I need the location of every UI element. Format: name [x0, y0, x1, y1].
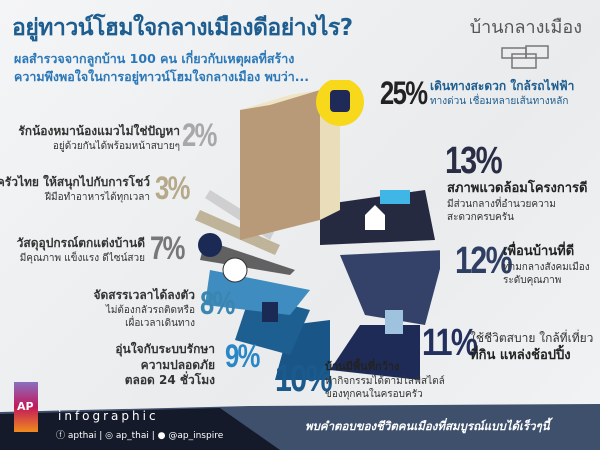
facebook-link[interactable]: apthai [67, 431, 97, 441]
item-7-desc: มีคุณภาพ แข็งแรง ดีไซน์สวย [19, 252, 145, 264]
pct-2: 2% [182, 117, 217, 153]
social-links: ⓕ apthai | ◎ ap_thai | ● @ap_inspire [56, 431, 224, 441]
pct-25: 25% [380, 75, 428, 111]
item-2-title: รักน้องหมาน้องแมวไม่ใช่ปัญหา [18, 124, 180, 138]
item-25-desc: ทางด่วน เชื่อมหลายเส้นทางหลัก [430, 95, 569, 107]
item-11-title: ใช้ชีวิตสบาย ใกล้ที่เที่ยว [470, 331, 594, 345]
wedge-11 [330, 325, 420, 380]
item-13-desc2: สะดวกครบครัน [447, 212, 514, 224]
item-10-desc1: ทำกิจกรรมได้ตามไลฟ์สไตล์ [325, 375, 445, 387]
item-9-desc2: ตลอด 24 ชั่วโมง [124, 373, 215, 388]
item-12-desc1: ท่ามกลางสังคมเมือง [503, 261, 590, 273]
item-9: อุ่นใจกับระบบรักษา ความปลอดภัย ตลอด 24 ชั่… [115, 342, 215, 389]
tagline: พบคำตอบของชีวิตคนเมืองที่สมบูรณ์แบบได้เร… [305, 419, 550, 433]
item-25-title: เดินทางสะดวก ใกล้รถไฟฟ้า [430, 79, 575, 93]
subtitle-line-2: ความพึงพอใจในการอยู่ทาวน์โฮมใจกลางเมือง … [14, 69, 310, 84]
item-13-title: สภาพแวดล้อมโครงการดี [447, 181, 588, 196]
item-13: สภาพแวดล้อมโครงการดีมีส่วนกลางที่อำนวยคว… [447, 180, 587, 225]
thumbs-up-badge-icon [198, 233, 222, 257]
page-title: อยู่ทาวน์โฮมใจกลางเมืองดีอย่างไร? [12, 15, 353, 41]
item-10-desc2: ของทุกคนในครอบครัว [325, 389, 423, 401]
clock-icon [222, 257, 248, 283]
item-8-desc2: เผื่อเวลาเดินทาง [125, 317, 195, 329]
twitter-link[interactable]: @ap_inspire [168, 431, 224, 441]
facebook-icon: ⓕ [56, 431, 66, 441]
item-3-desc: ฝีมือทำอาหารได้ทุกเวลา [45, 191, 150, 203]
item-10: บ้านมีพื้นที่กว้างทำกิจกรรมได้ตามไลฟ์สไต… [325, 360, 445, 402]
subtitle-line-1: ผลสำรวจจากลูกบ้าน 100 คน เกี่ยวกับเหตุผล… [14, 51, 295, 66]
infographic-label: infographic [58, 409, 159, 423]
footer-band [0, 404, 600, 450]
pct-13: 13% [445, 140, 503, 182]
item-11: ใช้ชีวิตสบาย ใกล้ที่เที่ยวที่กิน แหล่งช้… [470, 330, 593, 364]
pct-8: 8% [200, 285, 235, 321]
item-9-title: อุ่นใจกับระบบรักษา [115, 342, 215, 356]
item-8-title: จัดสรรเวลาได้ลงตัว [93, 288, 195, 302]
item-12-title: เพื่อนบ้านที่ดี [503, 244, 575, 259]
wedge-12 [340, 250, 440, 325]
instagram-link[interactable]: ap_thai [115, 431, 149, 441]
item-3-title: มีครัวไทย ให้สนุกไปกับการโชว์ [0, 175, 150, 189]
house-icon [365, 205, 385, 230]
brand-name: บ้านกลางเมือง [469, 17, 582, 38]
item-10-title: บ้านมีพื้นที่กว้าง [325, 360, 400, 373]
security-guard-icon [262, 302, 278, 322]
wedge-3 [195, 210, 280, 255]
pct-9: 9% [225, 338, 260, 374]
item-2-desc: อยู่ด้วยกันได้พร้อมหน้าสบายๆ [52, 140, 180, 152]
pct-3: 3% [155, 170, 190, 206]
shopping-bag-icon [385, 310, 403, 334]
item-12-desc2: ระดับคุณภาพ [503, 275, 562, 287]
item-13-desc1: มีส่วนกลางที่อำนวยความ [447, 198, 556, 210]
item-7: วัสดุอุปกรณ์ตกแต่งบ้านดีมีคุณภาพ แข็งแรง… [17, 236, 145, 265]
townhome-building [240, 90, 320, 240]
item-25: เดินทางสะดวก ใกล้รถไฟฟ้าทางด่วน เชื่อมหล… [430, 78, 574, 108]
item-2: รักน้องหมาน้องแมวไม่ใช่ปัญหาอยู่ด้วยกันไ… [18, 124, 180, 153]
item-11-desc: ที่กิน แหล่งช้อปปิ้ง [470, 347, 571, 363]
item-9-desc1: ความปลอดภัย [140, 357, 215, 372]
item-8-desc1: ไม่ต้องกลัวรถติดหรือ [105, 304, 195, 316]
item-12: เพื่อนบ้านที่ดีท่ามกลางสังคมเมืองระดับคุ… [503, 243, 590, 288]
item-8: จัดสรรเวลาได้ลงตัวไม่ต้องกลัวรถติดหรือ เผ… [93, 288, 195, 330]
pct-10: 10% [275, 358, 333, 400]
item-7-title: วัสดุอุปกรณ์ตกแต่งบ้านดี [16, 236, 145, 250]
wedge-7 [200, 240, 295, 275]
pct-12: 12% [455, 240, 513, 282]
pool-icon [380, 190, 410, 204]
pct-11: 11% [422, 322, 478, 364]
ap-logo: AP [14, 382, 38, 432]
twitter-icon: ● [157, 431, 166, 441]
item-3: มีครัวไทย ให้สนุกไปกับการโชว์ฝีมือทำอาหา… [0, 175, 150, 204]
pct-7: 7% [150, 230, 185, 266]
instagram-icon: ◎ [105, 431, 113, 441]
infographic-graphic [195, 80, 440, 380]
brand-logo-icon [501, 45, 549, 69]
